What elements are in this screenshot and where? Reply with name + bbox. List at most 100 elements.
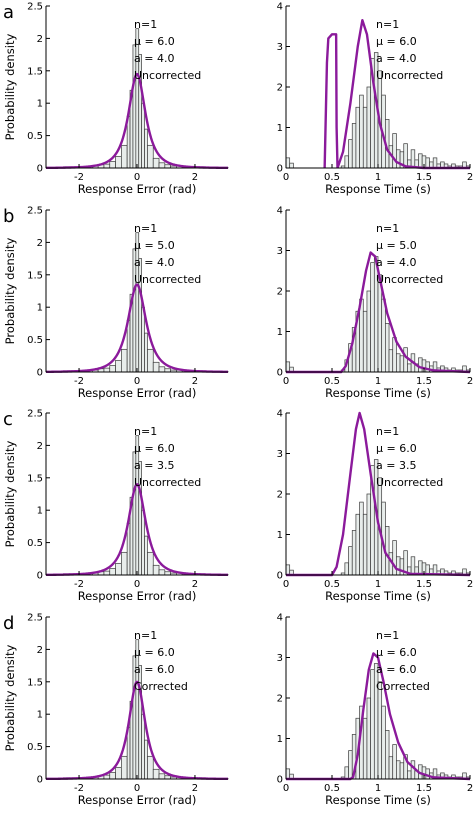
x-tick-label: 2	[192, 783, 198, 794]
y-tick-label: 0.5	[27, 742, 43, 753]
histogram-bar	[410, 760, 416, 780]
histogram-bar	[135, 639, 140, 780]
histogram-bar	[407, 770, 412, 780]
y-tick-label: 0	[37, 775, 43, 786]
histogram-bar	[403, 347, 408, 373]
y-tick-label: 1.5	[27, 66, 43, 77]
fit-curve	[45, 283, 229, 374]
x-tick-label: -2	[74, 579, 84, 590]
fit-curve	[286, 411, 471, 577]
x-tick-label: 0	[283, 172, 289, 183]
histogram-bar	[103, 774, 111, 780]
panel-letter-a: a	[3, 2, 14, 23]
annotation-line: μ = 6.0	[376, 646, 417, 659]
y-axis-label: Probability density	[3, 441, 17, 548]
histogram-bar	[366, 290, 371, 373]
histogram-bar	[109, 568, 116, 576]
histogram-bar	[366, 493, 371, 576]
y-tick-label: 1	[37, 99, 43, 110]
histogram-bar	[399, 762, 405, 780]
histogram-bar	[135, 232, 140, 373]
y-tick-label: 0	[277, 571, 283, 582]
histogram-bar	[141, 102, 145, 169]
annotation-line: a = 6.0	[134, 663, 174, 676]
histogram-bar	[410, 556, 416, 576]
y-tick-label: 1	[277, 734, 283, 745]
x-tick-label: 2	[192, 579, 198, 590]
histogram-bar	[410, 149, 416, 169]
annotation-line: a = 4.0	[134, 52, 174, 65]
fit-curve	[45, 483, 229, 577]
panel-b-rt: 0 1 2 3 4 0 0.5 1 1.5 2 Response Time (s) n=1 μ = 5.…	[277, 206, 474, 401]
histogram-bar	[396, 149, 401, 169]
histogram-bar	[362, 717, 368, 780]
panel-letter-c: c	[3, 409, 13, 430]
y-tick-label: 0	[277, 164, 283, 175]
histogram-bar	[285, 564, 291, 576]
x-tick-label: 0	[134, 172, 140, 183]
y-tick-label: 0	[277, 368, 283, 379]
x-axis-label: Response Time (s)	[325, 589, 431, 603]
y-tick-label: 2.5	[27, 613, 43, 624]
fit-curve	[45, 680, 229, 781]
histogram-bar	[141, 306, 145, 373]
histogram-bar	[370, 262, 375, 373]
y-tick-label: 0	[37, 571, 43, 582]
x-tick-label: 0	[134, 376, 140, 387]
y-tick-label: 4	[277, 409, 283, 420]
histogram-bar	[147, 144, 154, 169]
y-tick-label: 2	[37, 238, 43, 249]
y-tick-label: 1	[37, 710, 43, 721]
x-tick-label: 0	[283, 376, 289, 387]
histogram-bar	[381, 298, 386, 373]
histogram-bar	[385, 323, 390, 373]
x-tick-label: 0	[283, 579, 289, 590]
histogram-bar	[144, 535, 148, 576]
histogram-bar	[158, 773, 166, 780]
histogram-bar	[285, 157, 291, 169]
x-tick-label: 1.5	[416, 579, 432, 590]
histogram-bar	[362, 106, 368, 169]
panel-c-rt: 0 1 2 3 4 0 0.5 1 1.5 2 Response Time (s) n=1 μ = 6.…	[277, 409, 474, 604]
y-tick-label: 3	[277, 449, 283, 460]
y-tick-label: 0	[277, 775, 283, 786]
histogram-bar	[362, 310, 368, 373]
histogram-bar	[396, 760, 401, 780]
x-tick-label: 1	[375, 783, 381, 794]
histogram-bar	[158, 162, 166, 169]
x-axis-label: Response Time (s)	[325, 182, 431, 196]
fit-line	[286, 411, 471, 577]
panel-d-rt: 0 1 2 3 4 0 0.5 1 1.5 2 Response Time (s) n=1 μ = 6.…	[277, 613, 474, 808]
histogram-bar	[152, 157, 160, 169]
x-tick-label: 0	[134, 783, 140, 794]
histogram-bar	[147, 551, 154, 576]
x-tick-label: 2	[192, 376, 198, 387]
x-tick-label: -2	[74, 172, 84, 183]
annotation-line: n=1	[376, 425, 399, 438]
histogram-bar	[152, 361, 160, 373]
fit-line	[45, 72, 229, 170]
y-tick-label: 3	[277, 653, 283, 664]
histogram-bar	[355, 106, 360, 169]
panel-letter-d: d	[3, 613, 14, 634]
y-tick-label: 3	[277, 246, 283, 257]
y-tick-label: 1	[277, 530, 283, 541]
histogram-bar	[399, 355, 405, 373]
fit-line	[323, 33, 339, 169]
x-tick-label: 0	[134, 579, 140, 590]
histogram-bar	[144, 332, 148, 373]
x-axis-label: Response Error (rad)	[78, 793, 197, 807]
fit-curve	[323, 18, 470, 170]
y-axis-label: Probability density	[3, 645, 17, 752]
x-tick-label: 2	[467, 783, 473, 794]
histogram-bar	[359, 94, 364, 169]
y-tick-label: 4	[277, 613, 283, 624]
annotation-line: μ = 6.0	[134, 35, 175, 48]
annotation-line: n=1	[134, 629, 157, 642]
histogram-bar	[285, 361, 291, 373]
histogram	[285, 663, 471, 780]
y-tick-label: 2	[277, 83, 283, 94]
